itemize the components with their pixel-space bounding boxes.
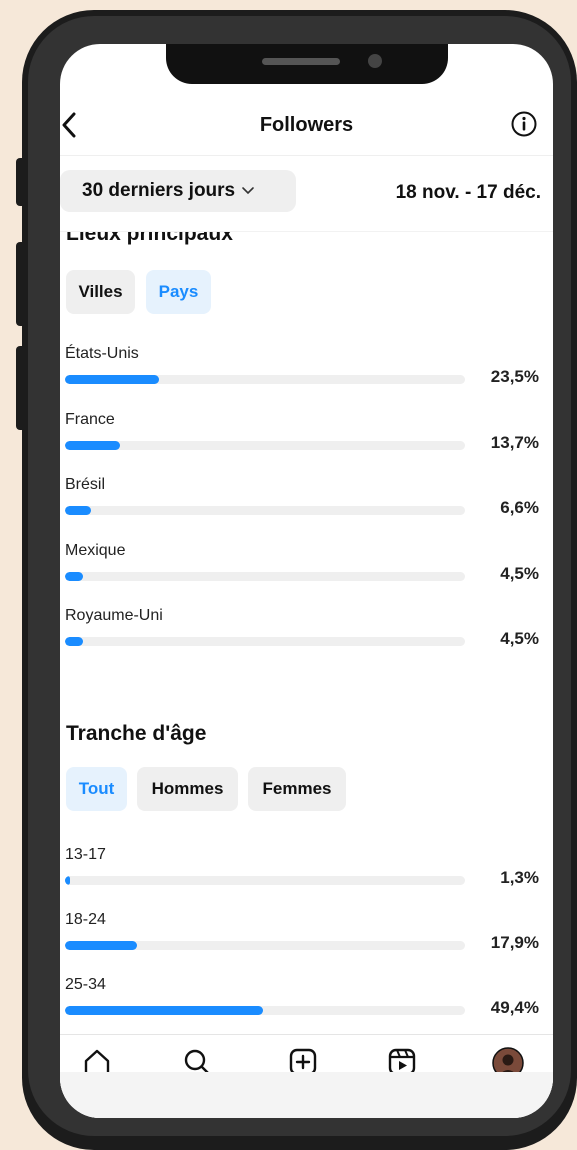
home-indicator-area xyxy=(60,1072,553,1118)
progress-fill xyxy=(65,572,83,581)
location-percent: 4,5% xyxy=(500,629,539,648)
progress-fill xyxy=(65,375,159,384)
date-range-dropdown[interactable]: 30 derniers jours xyxy=(60,170,296,212)
age-row: 13-17 1,3% xyxy=(60,846,553,906)
chevron-down-icon xyxy=(242,187,254,195)
location-row: Brésil 6,6% xyxy=(60,476,553,536)
tab-hommes[interactable]: Hommes xyxy=(137,767,238,811)
progress-track xyxy=(65,941,465,950)
location-name: France xyxy=(65,411,115,428)
front-camera xyxy=(368,54,382,68)
progress-track xyxy=(65,375,465,384)
tab-label: Pays xyxy=(158,282,199,301)
location-name: Mexique xyxy=(65,542,126,559)
progress-track xyxy=(65,506,465,515)
location-name: États-Unis xyxy=(65,345,139,362)
date-filter-bar: 30 derniers jours 18 nov. - 17 déc. xyxy=(60,156,553,232)
progress-fill xyxy=(65,941,137,950)
location-percent: 23,5% xyxy=(490,367,539,386)
date-range-text: 18 nov. - 17 déc. xyxy=(395,182,541,203)
speaker-grill xyxy=(262,58,340,65)
progress-fill xyxy=(65,441,120,450)
page-title: Followers xyxy=(259,114,354,136)
info-icon[interactable] xyxy=(510,110,538,138)
tab-villes[interactable]: Villes xyxy=(66,270,135,314)
progress-track xyxy=(65,876,465,885)
phone-volume-up xyxy=(16,242,26,326)
tab-label: Femmes xyxy=(262,779,332,798)
progress-fill xyxy=(65,1006,263,1015)
age-percent: 49,4% xyxy=(490,998,539,1017)
progress-track xyxy=(65,572,465,581)
tab-tout[interactable]: Tout xyxy=(66,767,127,811)
age-row: 25-34 49,4% xyxy=(60,976,553,1036)
age-range-label: 18-24 xyxy=(65,911,106,928)
tab-pays[interactable]: Pays xyxy=(146,270,211,314)
top-header: Followers xyxy=(60,96,553,156)
progress-track xyxy=(65,1006,465,1015)
age-section-title: Tranche d'âge xyxy=(66,722,207,745)
tab-femmes[interactable]: Femmes xyxy=(248,767,346,811)
tab-label: Villes xyxy=(78,282,123,301)
age-range-label: 13-17 xyxy=(65,846,106,863)
phone-mute-switch xyxy=(16,158,26,206)
tab-label: Hommes xyxy=(151,779,224,798)
location-percent: 6,6% xyxy=(500,498,539,517)
tab-label: Tout xyxy=(78,779,115,798)
progress-track xyxy=(65,441,465,450)
phone-notch xyxy=(166,44,448,84)
age-percent: 17,9% xyxy=(490,933,539,952)
location-row: Royaume-Uni 4,5% xyxy=(60,607,553,667)
app-screen: Followers 30 derniers jours 18 nov. - 17… xyxy=(60,44,553,1118)
progress-fill xyxy=(65,876,70,885)
home-icon[interactable] xyxy=(82,1047,112,1077)
location-name: Royaume-Uni xyxy=(65,607,163,624)
progress-fill xyxy=(65,506,91,515)
progress-track xyxy=(65,637,465,646)
location-row: Mexique 4,5% xyxy=(60,542,553,602)
age-row: 18-24 17,9% xyxy=(60,911,553,971)
location-name: Brésil xyxy=(65,476,106,493)
back-arrow-icon[interactable] xyxy=(60,110,82,140)
date-range-dropdown-label: 30 derniers jours xyxy=(82,180,236,201)
phone-volume-down xyxy=(16,346,26,430)
location-percent: 13,7% xyxy=(490,433,539,452)
age-range-label: 25-34 xyxy=(65,976,106,993)
location-row: France 13,7% xyxy=(60,411,553,471)
location-row: États-Unis 23,5% xyxy=(60,345,553,405)
progress-fill xyxy=(65,637,83,646)
age-percent: 1,3% xyxy=(500,868,539,887)
location-percent: 4,5% xyxy=(500,564,539,583)
